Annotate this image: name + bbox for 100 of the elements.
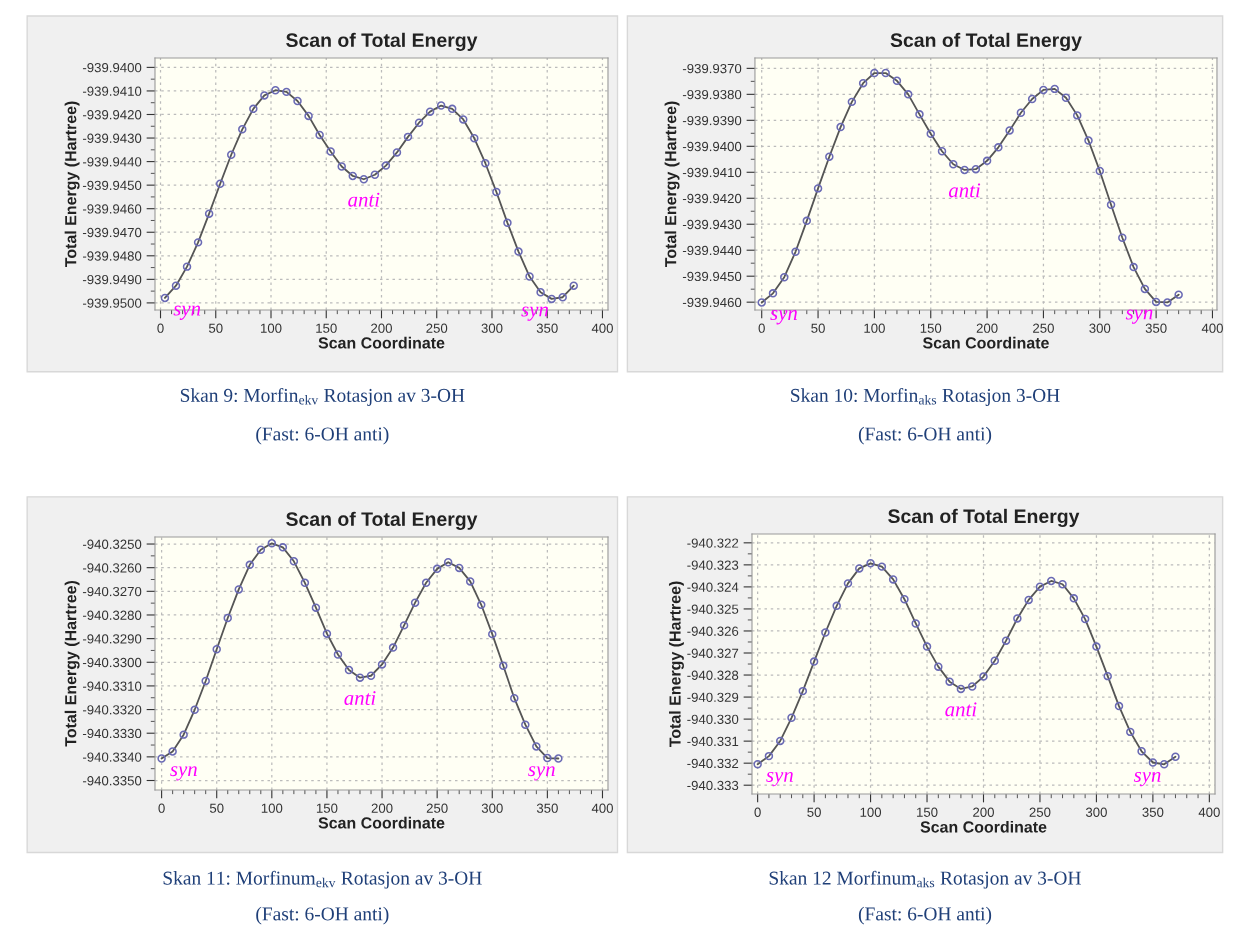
point (193, 238, 203, 247)
point (157, 754, 166, 763)
point (322, 629, 332, 638)
point (813, 184, 823, 193)
point (922, 642, 932, 651)
y-tick-label: -940.331 (687, 736, 739, 747)
x-tick-label: 150 (316, 803, 338, 813)
annotation: anti (344, 691, 376, 706)
point (569, 281, 578, 290)
point (414, 118, 424, 127)
x-tick-label: 200 (973, 807, 994, 817)
x-tick-label: 100 (860, 807, 882, 817)
x-tick-label: 0 (158, 803, 165, 813)
point (392, 148, 402, 157)
point (1151, 297, 1161, 307)
point (337, 162, 346, 171)
point (355, 673, 365, 682)
point (488, 629, 497, 639)
x-axis-title: Scan Coordinate (920, 820, 1047, 833)
point (503, 218, 512, 228)
point (1039, 85, 1048, 95)
point (190, 705, 199, 715)
x-tick-label: 300 (1085, 807, 1107, 817)
x-tick-label: 150 (920, 323, 942, 333)
point (388, 643, 398, 652)
point (937, 146, 947, 156)
point (481, 159, 490, 168)
point (1137, 747, 1146, 756)
y-tick-label: -939.9380 (682, 89, 742, 100)
x-tick-label: 50 (811, 323, 825, 333)
x-tick-label: 200 (371, 803, 393, 813)
x-tick-label: 300 (481, 323, 503, 333)
point (271, 85, 280, 95)
point (381, 161, 391, 170)
x-tick-label: 300 (481, 803, 503, 813)
point (1001, 636, 1011, 645)
point (1013, 614, 1022, 623)
point (249, 104, 258, 114)
point (949, 159, 958, 169)
x-tick-label: 350 (536, 323, 558, 333)
point (499, 661, 508, 671)
point (877, 562, 887, 571)
y-tick-label: -940.3350 (82, 776, 142, 786)
x-tick-label: 100 (261, 803, 283, 813)
point (832, 601, 841, 611)
point (436, 101, 446, 110)
annotation: syn (1125, 309, 1153, 324)
y-axis-title: Total Energy (Hartree) (64, 101, 80, 268)
x-tick-label: 150 (917, 807, 938, 817)
point (1140, 284, 1150, 294)
y-tick-label: -939.9430 (82, 133, 142, 143)
x-tick-label: 350 (536, 803, 558, 813)
point (256, 545, 266, 554)
point (432, 564, 442, 574)
y-tick-label: -939.9430 (682, 219, 742, 230)
point (223, 613, 232, 623)
point (979, 672, 988, 681)
point (399, 621, 409, 630)
point (1126, 727, 1135, 737)
y-tick-label: -940.327 (687, 648, 739, 658)
point (366, 671, 376, 680)
x-axis-title: Scan Coordinate (318, 336, 445, 349)
y-tick-label: -939.9470 (82, 227, 142, 238)
point (911, 619, 920, 628)
point (525, 272, 534, 281)
point (1035, 582, 1045, 591)
point (204, 209, 214, 218)
point (855, 564, 864, 573)
point (160, 293, 170, 303)
x-tick-label: 200 (976, 323, 998, 333)
point (465, 577, 475, 586)
text: (Fast: 6-OH anti) (256, 906, 389, 925)
y-tick-label: -940.3300 (82, 657, 142, 668)
x-tick-label: 0 (157, 323, 164, 333)
point (554, 754, 563, 763)
point (1073, 111, 1082, 120)
point (900, 595, 909, 604)
point (171, 281, 181, 290)
point (1092, 642, 1101, 651)
y-tick-label: -940.323 (687, 560, 739, 570)
point (956, 684, 966, 694)
text: (Fast: 6-OH anti) (256, 426, 389, 445)
point (798, 686, 808, 696)
x-tick-label: 400 (591, 323, 613, 333)
y-tick-label: -940.3330 (82, 728, 142, 739)
point (1103, 671, 1112, 681)
x-tick-label: 100 (864, 323, 885, 333)
point (971, 164, 981, 174)
y-tick-label: -940.3250 (82, 539, 142, 549)
text: Skan 12 Morfinum$_{aks}$ Rotasjon av 3-OH (769, 870, 1081, 889)
point (821, 628, 830, 637)
point (470, 134, 479, 143)
point (1061, 93, 1071, 102)
annotation: syn (766, 771, 793, 787)
y-tick-label: -939.9390 (682, 115, 742, 126)
point (1114, 701, 1124, 711)
point (333, 650, 343, 659)
point (757, 298, 766, 307)
point (543, 753, 552, 763)
x-axis-title: Scan Coordinate (922, 336, 1049, 349)
